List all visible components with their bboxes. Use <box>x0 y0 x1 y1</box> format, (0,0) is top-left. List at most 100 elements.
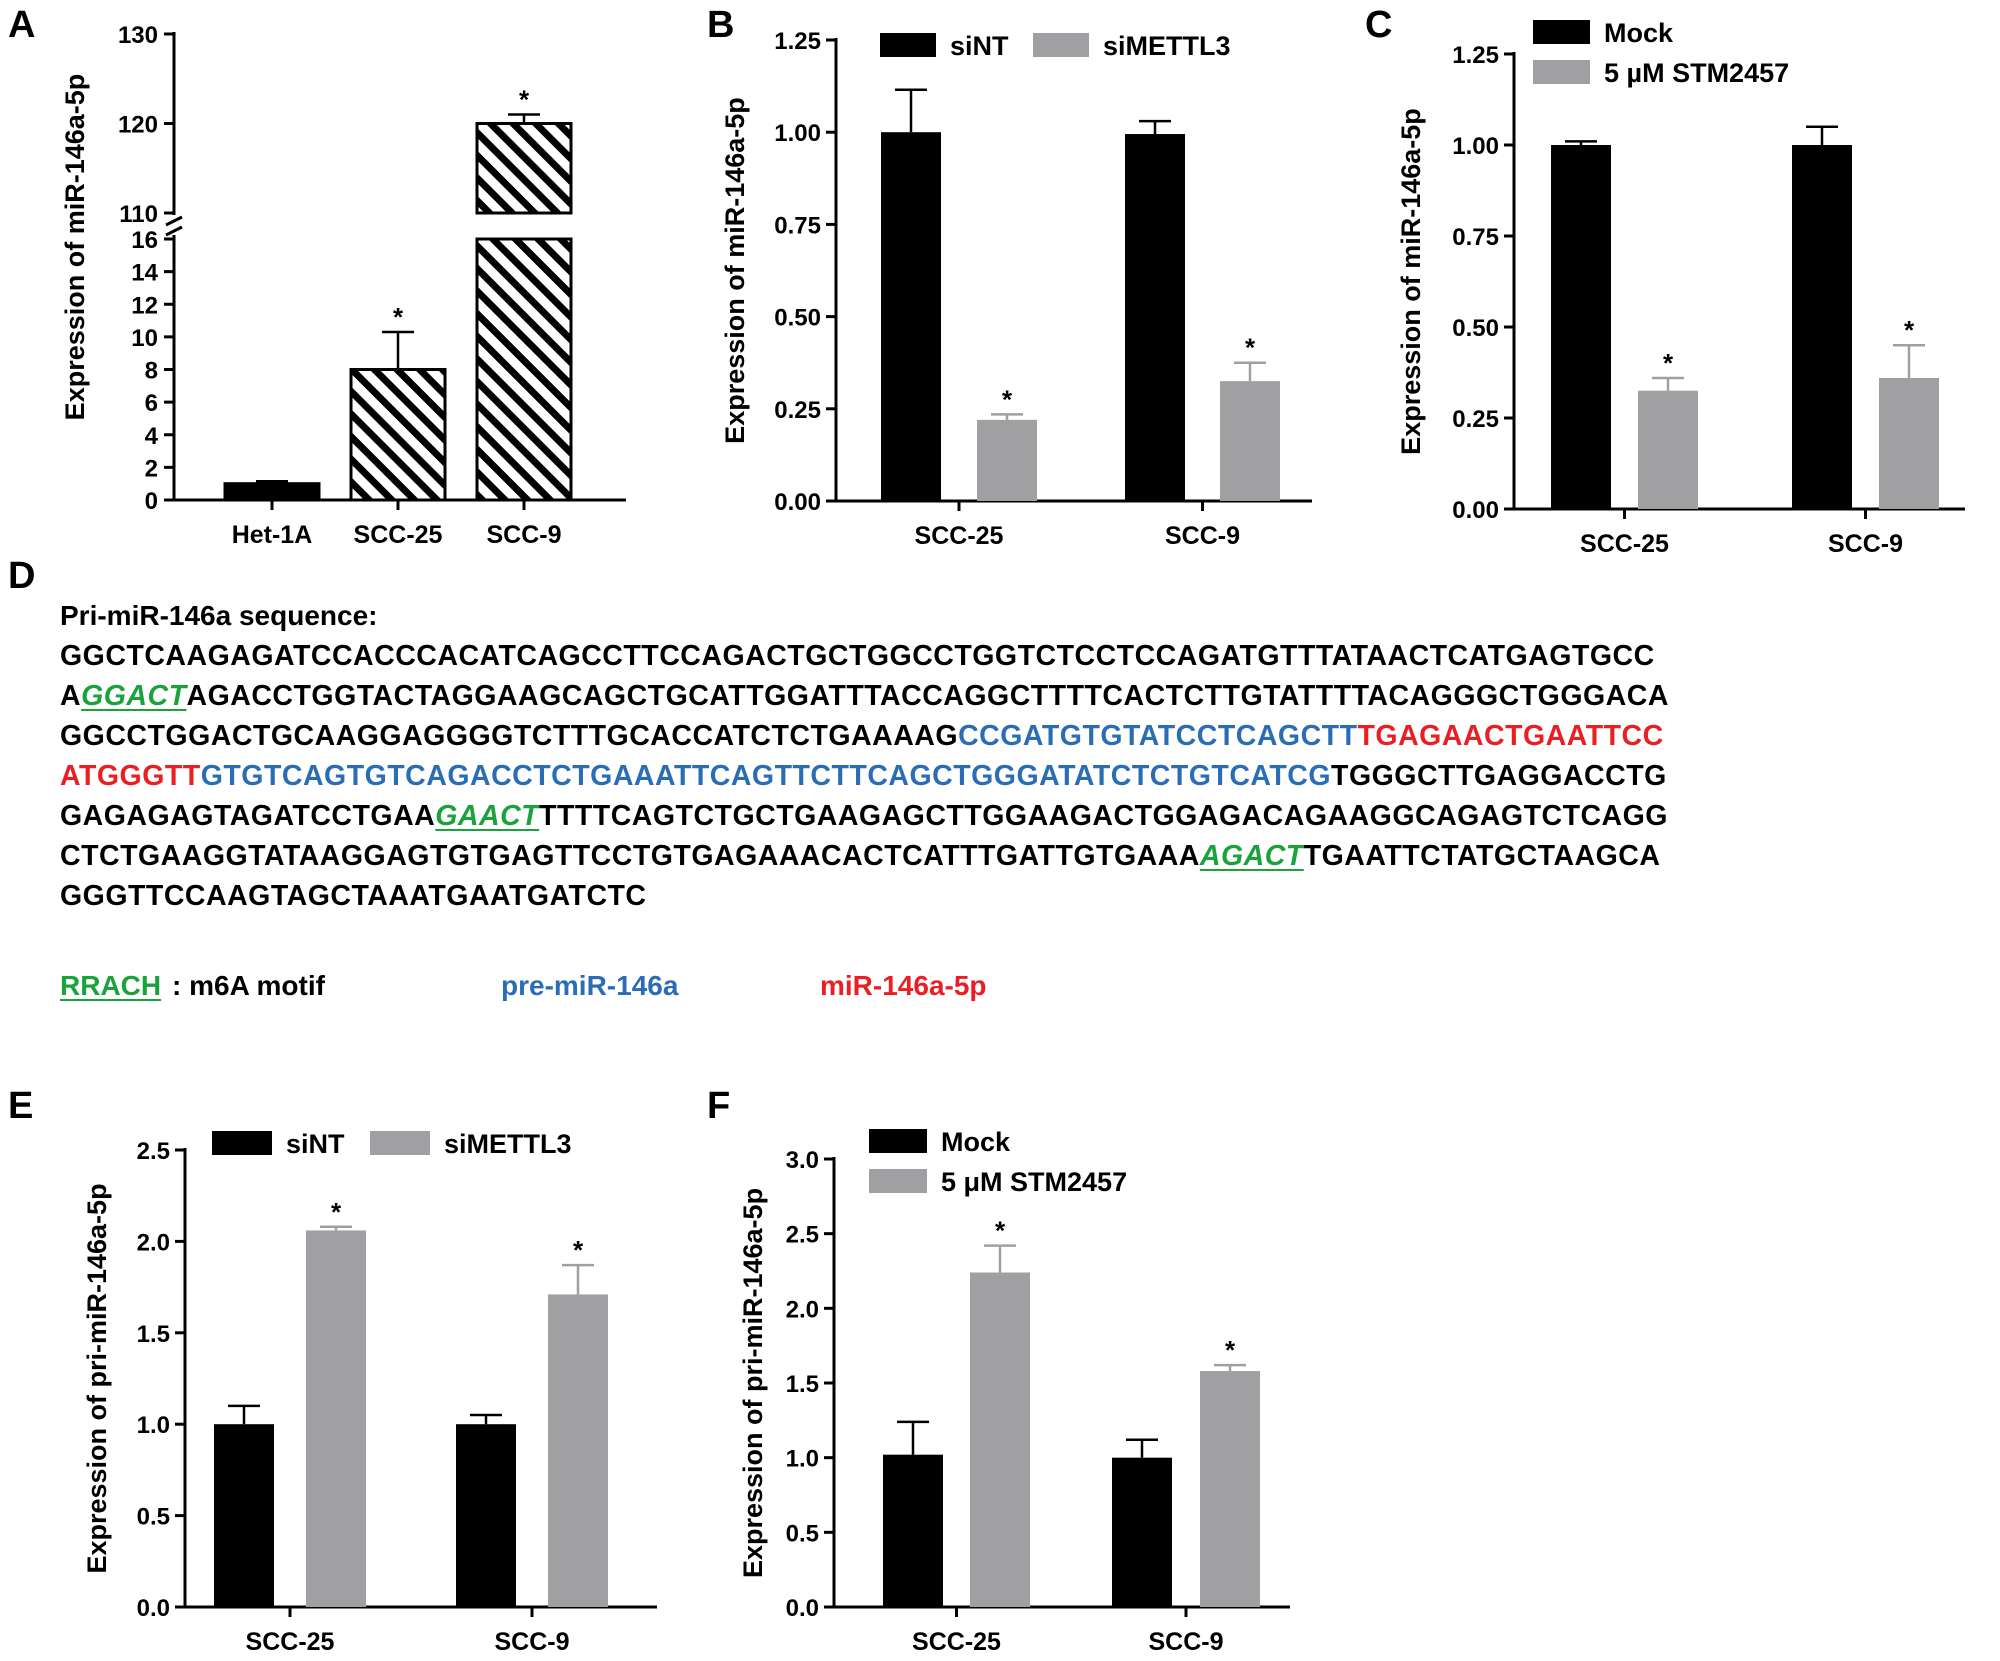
panel-label-f: F <box>707 1085 731 1127</box>
sequence-segment: GGGTTCCAAGTAGCTAAATGAATGATCTC <box>60 880 647 912</box>
y-axis-label: Expression of miR-146a-5p <box>1396 108 1426 455</box>
significance-star: * <box>519 85 530 115</box>
y-tick-label: 0.50 <box>1452 315 1499 342</box>
y-axis-label: Expression of miR-146a-5p <box>60 74 90 421</box>
y-tick-label: 2 <box>145 455 158 482</box>
bar-simettl3-scc-25 <box>977 419 1037 501</box>
legend-motif-desc: : m6A motif <box>172 970 325 1001</box>
y-axis-label: Expression of pri-miR-146a-5p <box>82 1183 112 1573</box>
sequence-segment: GGCCTGGACTGCAAGGAGGGGTCTTTGCACCATCTCTGAA… <box>60 720 959 752</box>
bar-sint-scc-25 <box>214 1424 274 1607</box>
panel-label-a: A <box>8 4 36 46</box>
m6a-motif: GAACT <box>435 800 540 832</box>
panel-label-d: D <box>8 555 36 597</box>
pre-mir-segment: CCGATGTGTATCCTCAGCTT <box>958 720 1358 752</box>
sequence-segment: A <box>60 680 82 712</box>
bar-mock-scc-9 <box>1792 145 1852 509</box>
x-tick-label: SCC-9 <box>1148 1628 1223 1656</box>
bar-mock-scc-25 <box>883 1454 943 1607</box>
sequence-segment: GGCTCAAGAGATCCACCCACATCAGCCTTCCAGACTGCTG… <box>60 640 1655 672</box>
y-tick-label: 2.5 <box>786 1222 819 1249</box>
y-tick-label: 0.75 <box>1452 224 1499 251</box>
x-tick-label: Het-1A <box>232 521 313 549</box>
y-tick-label: 130 <box>118 22 158 49</box>
y-tick-label: 0.00 <box>1452 497 1499 524</box>
y-axis-label: Expression of pri-miR-146a-5p <box>738 1188 768 1578</box>
chart-e: 0.0 0.5 1.0 1.5 2.0 2.5 Expression of pri-miR-… <box>82 1129 657 1656</box>
legend-label: 5 μM STM2457 <box>941 1167 1127 1197</box>
panel-label-c: C <box>1365 4 1393 46</box>
legend-swatch <box>880 33 936 57</box>
bar-scc-9-lower <box>475 237 573 502</box>
y-tick-label: 16 <box>131 227 158 254</box>
y-tick-label: 4 <box>145 423 159 450</box>
x-tick-label: SCC-9 <box>1165 522 1240 550</box>
sequence-line: GAGAGAGTAGATCCTGAAGAACTTTTTCAGTCTGCTGAAG… <box>60 796 1990 836</box>
bar-simettl3-scc-9 <box>548 1294 608 1607</box>
bar-het-1a <box>223 482 321 502</box>
sequence-line: GGCTCAAGAGATCCACCCACATCAGCCTTCCAGACTGCTG… <box>60 636 1990 676</box>
y-tick-label: 1.0 <box>137 1412 170 1439</box>
y-tick-label: 12 <box>131 292 158 319</box>
y-tick-label: 1.00 <box>774 120 821 147</box>
legend-swatch <box>370 1131 430 1155</box>
x-tick-label: SCC-25 <box>915 522 1004 550</box>
y-tick-label: 0.25 <box>774 397 821 424</box>
x-tick-label: SCC-25 <box>912 1628 1001 1656</box>
bar-5-m-stm2457-scc-25 <box>970 1272 1030 1607</box>
legend-label: 5 µM STM2457 <box>1604 58 1789 88</box>
sequence-segment: TGGGCTTGAGGACCTG <box>1331 760 1667 792</box>
y-tick-label: 2.5 <box>137 1138 170 1165</box>
y-tick-label: 2.0 <box>786 1296 819 1323</box>
bar-mock-scc-9 <box>1112 1457 1172 1607</box>
bar-5-m-stm2457-scc-9 <box>1879 377 1939 509</box>
sequence-segment: CTCTGAAGGTATAAGGAGTGTGAGTTCCTGTGAGAAACAC… <box>60 840 1200 872</box>
x-tick-label: SCC-25 <box>354 521 443 549</box>
y-tick-label: 0.00 <box>774 489 821 516</box>
significance-star: * <box>331 1197 342 1227</box>
sequence-block: Pri-miR-146a sequence: GGCTCAAGAGATCCACC… <box>60 596 1990 916</box>
legend-label: Mock <box>941 1127 1011 1157</box>
panel-label-b: B <box>707 4 735 46</box>
panel-label-e: E <box>8 1085 34 1127</box>
sequence-line: ATGGGTTGTGTCAGTGTCAGACCTCTGAAATTCAGTTCTT… <box>60 756 1990 796</box>
y-axis-label: Expression of miR-146a-5p <box>720 97 750 444</box>
legend-swatch <box>1533 60 1590 84</box>
y-tick-label: 0 <box>145 488 158 515</box>
legend-motif-label: RRACH <box>60 970 162 1001</box>
y-tick-label: 1.5 <box>137 1321 170 1348</box>
y-tick-label: 0.25 <box>1452 406 1499 433</box>
significance-star: * <box>1002 384 1013 414</box>
y-tick-label: 120 <box>118 112 158 139</box>
legend-swatch <box>1533 20 1590 44</box>
bar-scc-9-upper <box>475 122 573 215</box>
y-tick-label: 0.50 <box>774 305 821 332</box>
significance-star: * <box>1225 1335 1236 1365</box>
sequence-segment: AGACCTGGTACTAGGAAGCAGCTGCATTGGATTTACCAGG… <box>186 680 1669 712</box>
significance-star: * <box>1904 315 1915 345</box>
y-tick-label: 8 <box>145 358 158 385</box>
sequence-segment: TGAATTCTATGCTAAGCA <box>1303 840 1661 872</box>
y-tick-label: 0.0 <box>786 1595 819 1622</box>
axis-break-mark <box>165 225 183 237</box>
y-tick-label: 110 <box>119 201 158 228</box>
bar-sint-scc-9 <box>456 1424 516 1607</box>
sequence-title: Pri-miR-146a sequence: <box>60 600 378 631</box>
y-tick-label: 1.00 <box>1452 133 1499 160</box>
significance-star: * <box>1245 333 1256 363</box>
y-tick-label: 1.5 <box>786 1371 819 1398</box>
y-tick-label: 0.5 <box>137 1504 170 1531</box>
axis-break-mark <box>165 215 183 227</box>
legend-label: siMETTL3 <box>1103 31 1231 61</box>
y-tick-label: 0.5 <box>786 1520 819 1547</box>
legend-swatch <box>212 1131 272 1155</box>
sequence-segment: TTTTCAGTCTGCTGAAGAGCTTGGAAGACTGGAGACAGAA… <box>539 800 1668 832</box>
y-tick-label: 1.25 <box>1452 42 1499 69</box>
legend-label: Mock <box>1604 18 1674 48</box>
sequence-line: AGGACTAGACCTGGTACTAGGAAGCAGCTGCATTGGATTT… <box>60 676 1990 716</box>
sequence-line: GGGTTCCAAGTAGCTAAATGAATGATCTC <box>60 876 1990 916</box>
sequence-line: GGCCTGGACTGCAAGGAGGGGTCTTTGCACCATCTCTGAA… <box>60 716 1990 756</box>
bar-simettl3-scc-9 <box>1220 381 1280 501</box>
legend-swatch <box>1033 33 1089 57</box>
